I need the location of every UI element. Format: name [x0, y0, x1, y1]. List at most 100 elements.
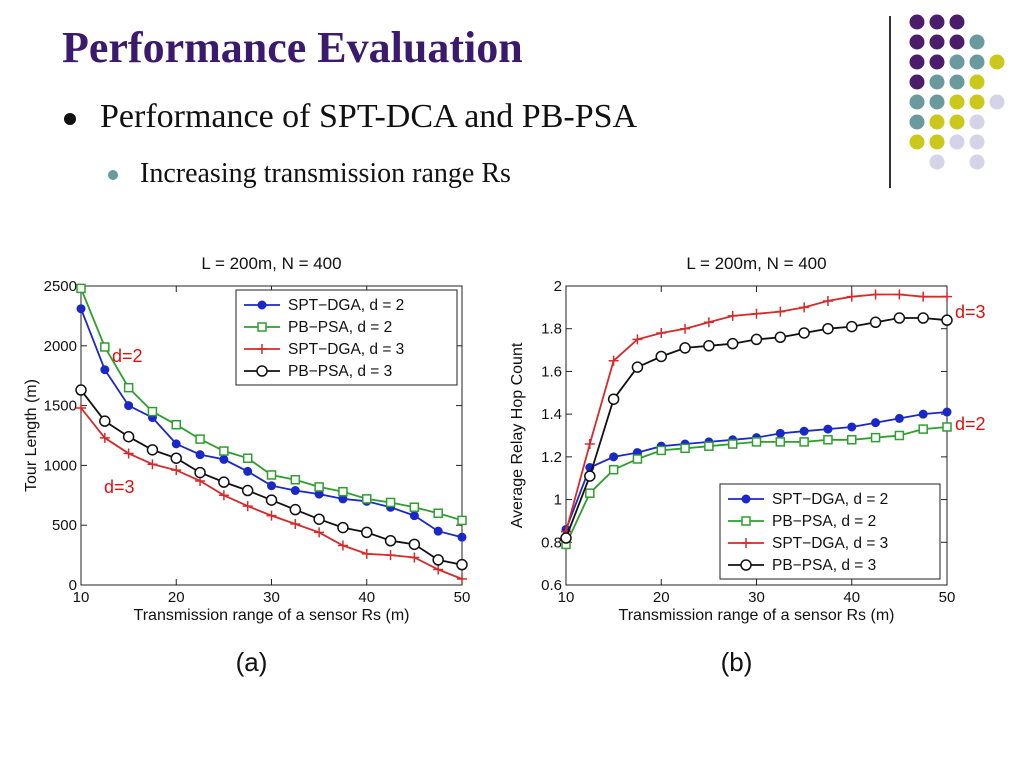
data-point: [918, 409, 928, 419]
data-point: [655, 350, 667, 363]
data-point: [741, 538, 751, 548]
data-point: [632, 454, 643, 464]
data-point: [823, 435, 833, 445]
y-axis-label: Average Relay Hop Count: [509, 342, 526, 528]
data-point: [656, 327, 667, 338]
data-point: [76, 304, 86, 314]
decor-dot-purple: [909, 14, 925, 30]
annotation-label: d=2: [955, 414, 986, 434]
x-tick-label: 40: [358, 589, 375, 606]
legend-entry: PB−PSA, d = 2: [772, 513, 876, 530]
data-point: [123, 448, 134, 459]
data-point: [218, 490, 229, 501]
bullet-sub: Increasing transmission range Rs: [140, 158, 511, 189]
data-point: [171, 419, 181, 430]
series-spt-dga-d-2: [76, 304, 467, 542]
data-point: [631, 361, 644, 373]
data-point: [171, 465, 182, 476]
x-axis-label: Transmission range of a sensor Rs (m): [619, 607, 895, 624]
chart-title: L = 200m, N = 400: [686, 254, 826, 273]
legend-entry: SPT−DGA, d = 2: [288, 297, 404, 314]
data-point: [823, 424, 833, 434]
data-point: [314, 482, 324, 492]
data-point: [195, 450, 205, 460]
y-tick-label: 1.2: [541, 449, 562, 466]
decor-dot-purple: [929, 54, 945, 70]
data-point: [100, 365, 110, 375]
y-tick-label: 1: [554, 492, 562, 509]
decor-dot-purple: [909, 74, 925, 90]
x-tick-label: 10: [73, 589, 90, 606]
decor-dot-teal: [909, 94, 925, 110]
data-point: [750, 333, 763, 346]
data-point: [894, 413, 904, 423]
data-point: [584, 439, 595, 450]
decor-dot-yellow: [929, 134, 945, 150]
data-point: [775, 437, 786, 447]
data-point: [362, 494, 372, 504]
data-point: [266, 470, 277, 480]
data-point: [741, 494, 751, 504]
data-point: [457, 574, 467, 585]
x-tick-label: 50: [454, 589, 471, 606]
data-point: [123, 382, 134, 393]
data-point: [337, 521, 349, 534]
decor-dot-yellow: [989, 54, 1005, 70]
series-spt-dga-d-3: [76, 402, 467, 585]
data-point: [941, 314, 953, 326]
data-point: [726, 337, 739, 350]
decor-dot-teal: [929, 94, 945, 110]
data-point: [409, 511, 419, 521]
data-point: [76, 402, 86, 413]
data-point: [871, 418, 881, 428]
divider-line: [889, 16, 891, 188]
legend-entry: PB−PSA, d = 3: [288, 363, 392, 380]
data-point: [799, 426, 809, 436]
decor-dot-purple: [909, 54, 925, 70]
data-point: [798, 327, 810, 339]
x-tick-label: 30: [748, 589, 765, 606]
data-point: [680, 443, 690, 454]
decor-dot-teal: [929, 74, 945, 90]
bullet-dot-icon: [64, 113, 76, 125]
data-point: [314, 527, 325, 538]
y-tick-label: 1500: [44, 398, 77, 415]
data-point: [560, 532, 572, 544]
data-point: [433, 508, 443, 518]
data-point: [361, 526, 373, 539]
data-point: [846, 291, 857, 302]
x-tick-label: 50: [939, 589, 956, 606]
x-tick-label: 30: [263, 589, 280, 606]
data-point: [869, 316, 882, 329]
y-tick-label: 2000: [44, 338, 77, 355]
data-point: [313, 513, 325, 525]
data-point: [384, 534, 397, 547]
data-point: [727, 439, 738, 449]
data-point: [751, 437, 762, 447]
chart-caption: (b): [721, 647, 753, 677]
data-point: [870, 289, 881, 300]
chart-b: L = 200m, N = 400 10 20 30 40 50 0.6 0.8 1 1.2 1.4…: [509, 254, 986, 677]
data-point: [846, 320, 858, 333]
chart-title: L = 200m, N = 400: [201, 254, 341, 273]
series-pb-psa-d-2: [561, 422, 952, 550]
data-point: [242, 501, 253, 512]
data-point: [385, 497, 396, 508]
data-point: [290, 519, 301, 530]
data-point: [337, 540, 348, 551]
y-tick-label: 0: [69, 577, 77, 594]
legend-entry: PB−PSA, d = 2: [288, 319, 392, 336]
chart-caption: (a): [236, 647, 268, 677]
decor-dot-yellow: [909, 134, 925, 150]
data-point: [751, 308, 762, 319]
data-point: [679, 342, 691, 354]
data-point: [257, 322, 267, 332]
data-point: [799, 437, 809, 447]
data-point: [918, 424, 928, 434]
data-point: [727, 310, 738, 321]
decor-dot-yellow: [969, 74, 985, 90]
decor-dot-yellow: [969, 94, 985, 110]
data-point: [195, 434, 205, 444]
data-point: [847, 435, 857, 445]
x-tick-label: 20: [653, 589, 670, 606]
